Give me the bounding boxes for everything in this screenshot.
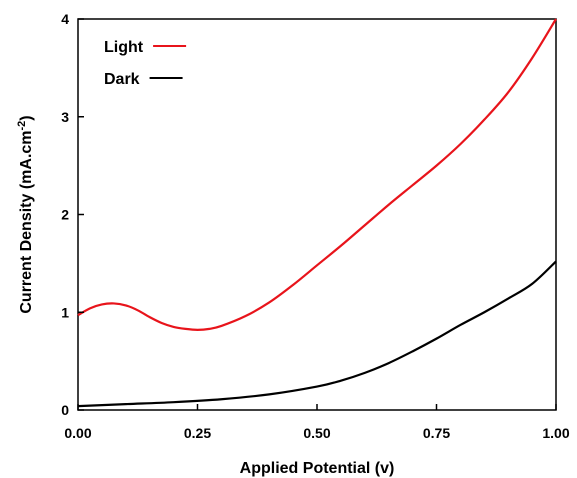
y-tick-label: 2 bbox=[61, 207, 69, 223]
x-tick-label: 0.00 bbox=[64, 425, 91, 441]
series-line-light bbox=[78, 19, 556, 330]
x-tick-label: 0.75 bbox=[423, 425, 450, 441]
legend-label-dark: Dark bbox=[104, 71, 140, 88]
y-axis-title-superscript: -2 bbox=[16, 121, 28, 131]
x-tick-label: 1.00 bbox=[542, 425, 569, 441]
y-tick-label: 3 bbox=[61, 109, 69, 125]
y-axis-title-close: ) bbox=[18, 115, 35, 120]
x-tick-label: 0.50 bbox=[303, 425, 330, 441]
y-axis-title-base: Current Density (mA.cm bbox=[18, 130, 35, 313]
series-line-dark bbox=[78, 261, 556, 406]
y-axis-title: Current Density (mA.cm-2) bbox=[16, 115, 35, 313]
y-tick-label: 1 bbox=[61, 304, 69, 320]
legend-label-light: Light bbox=[104, 39, 144, 56]
y-tick-label: 0 bbox=[61, 402, 69, 418]
x-tick-label: 0.25 bbox=[184, 425, 211, 441]
x-axis-title: Applied Potential (v) bbox=[240, 460, 395, 477]
y-tick-label: 4 bbox=[61, 11, 69, 27]
